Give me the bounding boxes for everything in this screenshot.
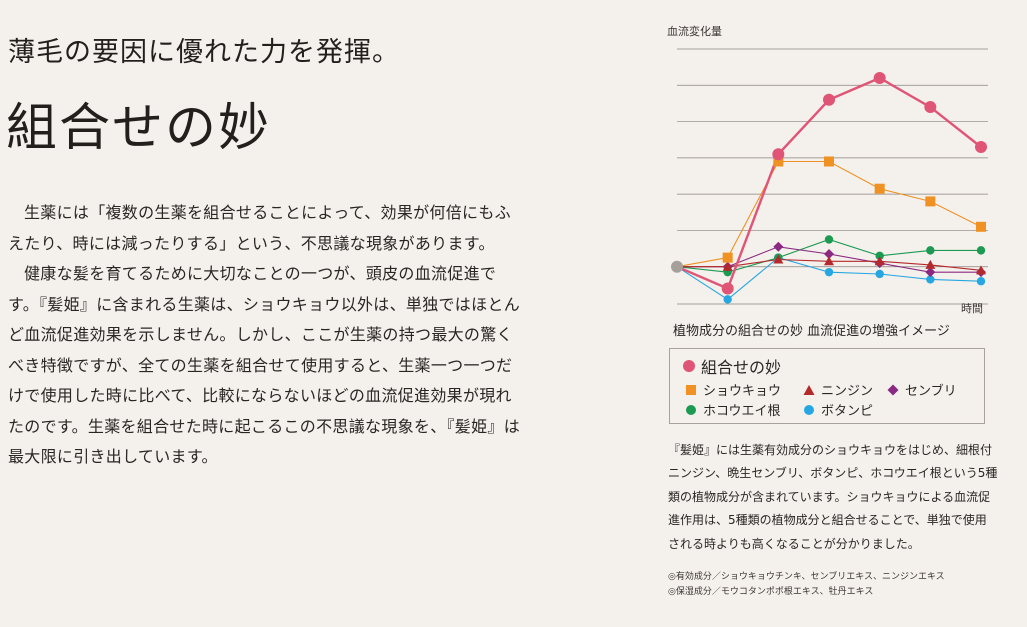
- data-point: [773, 241, 784, 252]
- explanation-text: 『髪姫』には生薬有効成分のショウキョウをはじめ、細根付ニンジン、晩生センブリ、ボ…: [668, 443, 998, 551]
- square-marker-icon: [684, 383, 698, 397]
- data-point: [875, 269, 884, 279]
- data-point: [976, 277, 986, 286]
- subtitle: 薄毛の要因に優れた力を発揮。: [8, 37, 400, 68]
- data-point: [824, 235, 834, 244]
- data-point: [975, 140, 987, 153]
- paragraph-2: 健康な髪を育てるために大切なことの一つが、頭皮の血流促進です。『髪姫』に含まれる…: [8, 264, 521, 466]
- data-point: [773, 254, 784, 264]
- circle-marker-icon: [684, 403, 698, 417]
- legend-label: センブリ: [905, 384, 957, 399]
- chart-grid: [677, 48, 988, 305]
- data-point: [824, 267, 834, 277]
- data-point: [722, 252, 733, 263]
- series-markers: [671, 72, 987, 304]
- data-point: [721, 282, 734, 295]
- legend-label: ホコウエイ根: [703, 404, 781, 419]
- diamond-marker-icon: [886, 383, 900, 397]
- page-title: 組合せの妙: [6, 99, 272, 158]
- footnote-active-ingredients: ◎有効成分／ショウキョウチンキ、センブリエキス、ニンジンエキス: [668, 572, 945, 582]
- legend-item-hokouei: ホコウエイ根: [684, 400, 780, 419]
- data-point: [874, 256, 885, 266]
- data-point: [875, 251, 884, 261]
- y-axis-label: 血流変化量: [667, 24, 722, 38]
- data-point: [976, 265, 986, 275]
- legend-label: 組合せの妙: [701, 358, 782, 377]
- data-point: [925, 259, 936, 269]
- data-point: [772, 148, 785, 161]
- data-point: [976, 246, 986, 255]
- data-point: [924, 101, 937, 114]
- legend-item-senburi: センブリ: [886, 380, 957, 399]
- legend-item-ninjin: ニンジン: [802, 380, 873, 399]
- data-point: [823, 93, 835, 106]
- data-point: [926, 275, 935, 284]
- data-point: [925, 196, 936, 207]
- circle-marker-icon: [802, 403, 816, 417]
- legend-label: ボタンピ: [821, 404, 874, 419]
- data-point: [723, 295, 732, 304]
- legend-label: ニンジン: [821, 384, 874, 399]
- triangle-marker-icon: [802, 383, 816, 397]
- data-point: [824, 249, 834, 260]
- chart-legend: 組合せの妙 ショウキョウ ニンジン センブリ ホコウエイ根 ボタンピ: [669, 348, 985, 424]
- legend-item-botanpi: ボタンピ: [802, 400, 873, 419]
- blood-flow-chart: 血流変化量 時間: [667, 24, 988, 315]
- chart-caption: 植物成分の組合せの妙 血流促進の増強イメージ: [673, 324, 950, 339]
- data-point: [722, 261, 733, 271]
- ingredient-footnotes: ◎有効成分／ショウキョウチンキ、センブリエキス、ニンジンエキス ◎保湿成分／モウ…: [668, 570, 945, 599]
- legend-item-shoukyou: ショウキョウ: [684, 380, 781, 399]
- data-point: [873, 72, 886, 85]
- circle-marker-icon: [682, 359, 696, 373]
- paragraph-1: 生薬には「複数の生薬を組合せることによって、効果が何倍にもふえたり、時には減った…: [8, 203, 511, 253]
- data-point: [976, 221, 986, 232]
- start-point: [671, 260, 683, 273]
- legend-label: ショウキョウ: [703, 384, 782, 399]
- legend-item-combination: 組合せの妙: [682, 354, 781, 378]
- x-axis-label: 時間: [961, 302, 983, 315]
- data-point: [926, 246, 935, 255]
- series-lines: [676, 76, 982, 301]
- data-point: [824, 156, 834, 167]
- body-text: 生薬には「複数の生薬を組合せることによって、効果が何倍にもふえたり、時には減った…: [8, 198, 524, 473]
- data-point: [874, 183, 885, 194]
- data-point: [925, 267, 936, 278]
- data-point: [773, 156, 784, 167]
- footnote-moisturizing-ingredients: ◎保湿成分／モウコタンポポ根エキス、牡丹エキス: [668, 586, 874, 597]
- data-point: [824, 256, 834, 266]
